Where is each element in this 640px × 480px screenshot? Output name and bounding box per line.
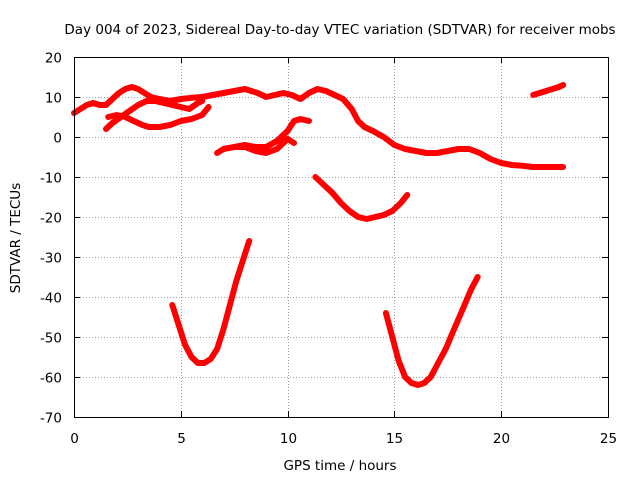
- y-tick-label: 10: [45, 91, 62, 107]
- data-layer: [71, 82, 567, 388]
- y-tick-label: -70: [40, 411, 62, 427]
- y-tick-label: -20: [40, 211, 62, 227]
- x-tick-label: 5: [177, 431, 186, 447]
- series-line-trace-8: [382, 274, 481, 388]
- x-tick-label: 25: [600, 431, 617, 447]
- series-line-trace-3: [105, 104, 212, 130]
- y-tick-label: -10: [40, 171, 62, 187]
- x-tick-label: 0: [70, 431, 79, 447]
- plot-frame: [74, 57, 609, 418]
- series-line-trace-7: [169, 238, 253, 366]
- series-line-trace-9: [530, 82, 567, 98]
- y-axis-label: SDTVAR / TECUs: [8, 183, 24, 293]
- x-tick-label: 20: [493, 431, 510, 447]
- y-tick-label: 0: [53, 131, 62, 147]
- y-tick-label: -50: [40, 331, 62, 347]
- tick-layer: 0 5 10 15 20 25 -70 -60 -50 -40 -30 -20 -10 0 10 20: [40, 51, 617, 448]
- y-tick-label: -40: [40, 291, 62, 307]
- series-line-trace-6: [312, 174, 411, 222]
- series-line-trace-1: [71, 84, 567, 170]
- y-tick-label: -60: [40, 371, 62, 387]
- x-axis-label: GPS time / hours: [283, 458, 396, 474]
- x-tick-label: 10: [280, 431, 297, 447]
- chart-title: Day 004 of 2023, Sidereal Day-to-day VTE…: [64, 22, 615, 38]
- x-tick-label: 15: [386, 431, 403, 447]
- y-tick-label: 20: [45, 51, 62, 67]
- series-line-trace-5: [231, 116, 312, 150]
- y-tick-label: -30: [40, 251, 62, 267]
- series-line-trace-4: [214, 136, 297, 156]
